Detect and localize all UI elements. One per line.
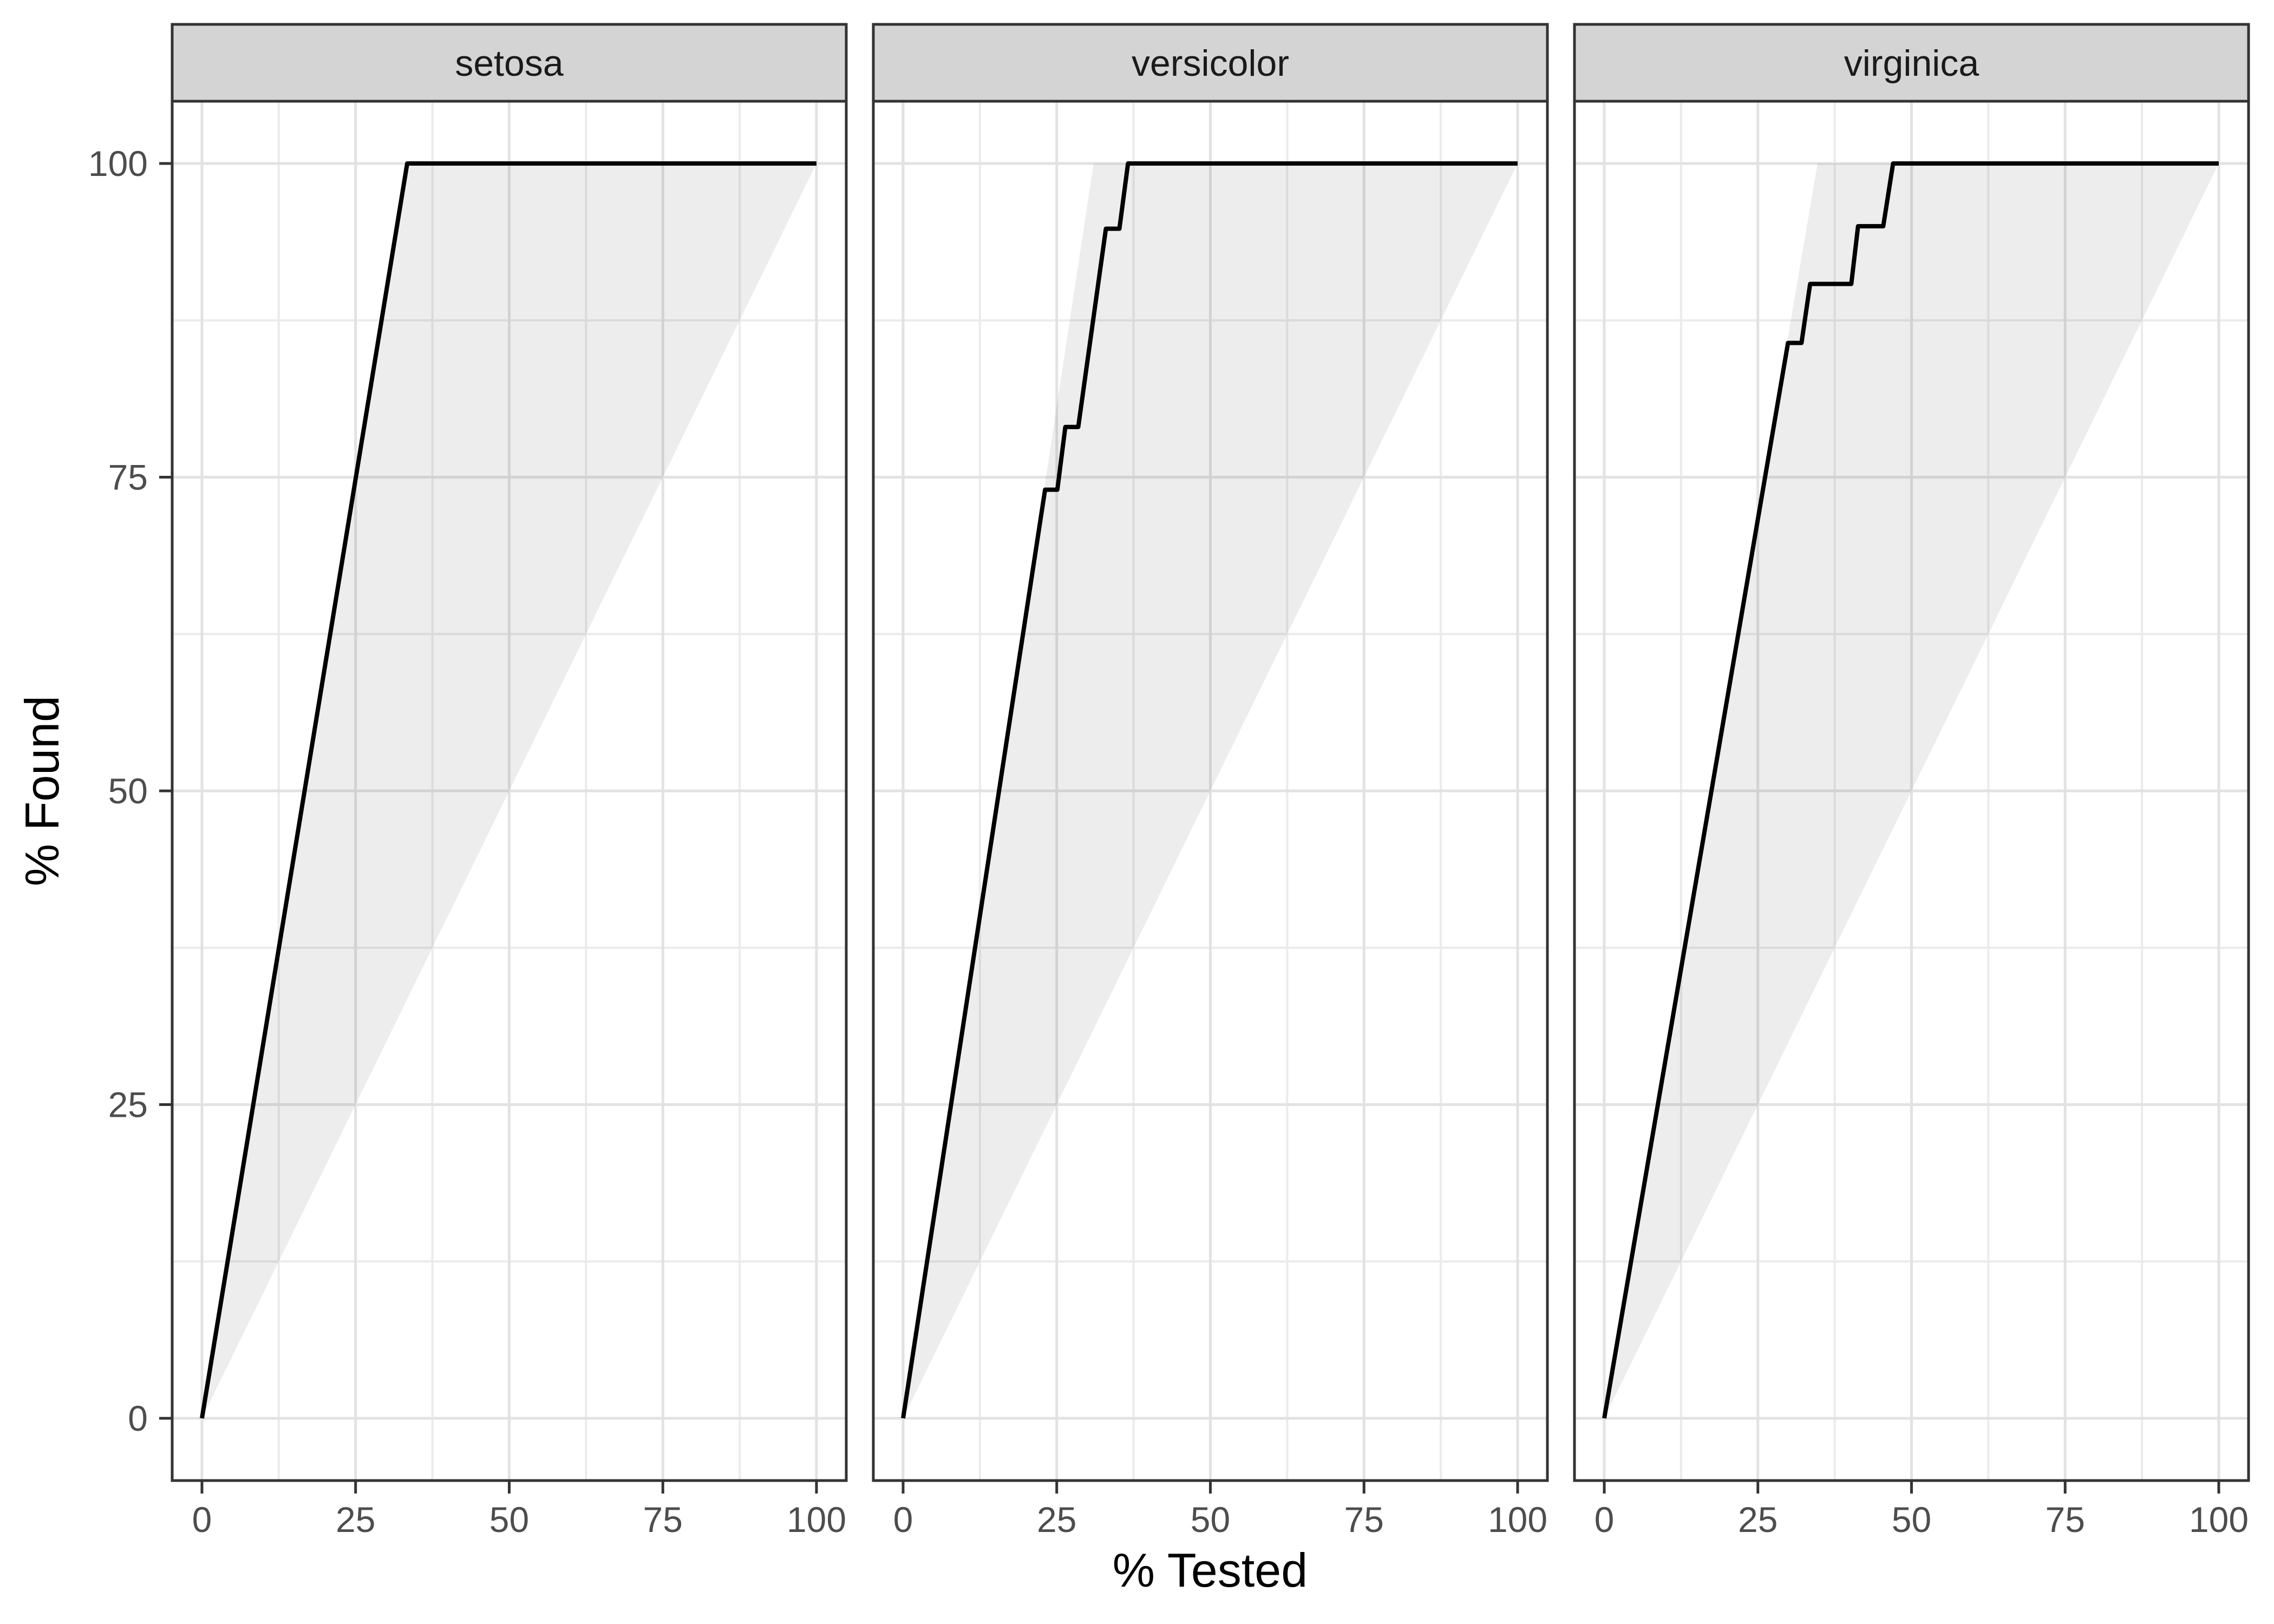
- x-tick-label: 75: [2046, 1499, 2085, 1540]
- y-tick-label: 25: [108, 1085, 148, 1125]
- y-tick-label: 100: [88, 143, 148, 184]
- x-tick-label: 25: [1738, 1499, 1778, 1540]
- x-tick-label: 75: [1344, 1499, 1384, 1540]
- x-tick-label: 100: [2189, 1499, 2249, 1540]
- x-tick-label: 50: [489, 1499, 529, 1540]
- facet-panel: versicolor: [872, 23, 1549, 1482]
- x-tick-label: 25: [336, 1499, 375, 1540]
- facet-strip: [171, 23, 848, 103]
- y-tick-label: 50: [108, 771, 148, 811]
- facet-strip-label: virginica: [1844, 43, 1979, 84]
- gain-wedge-region: [903, 163, 1518, 1418]
- y-axis-title: % Found: [15, 696, 69, 886]
- gain-wedge-region: [202, 163, 816, 1418]
- gain-curve-line: [901, 161, 1518, 1419]
- facet-panel: virginica: [1573, 23, 2250, 1482]
- x-tick-label: 50: [1191, 1499, 1230, 1540]
- gain-wedge-region: [1604, 163, 2219, 1418]
- facet-strip: [872, 23, 1549, 103]
- facet-strip: [1573, 23, 2250, 103]
- x-tick-label: 100: [1488, 1499, 1547, 1540]
- y-tick-label: 0: [128, 1398, 148, 1438]
- facet-panel: setosa: [171, 23, 848, 1482]
- x-tick-label: 25: [1037, 1499, 1076, 1540]
- gain-curve-line: [1602, 161, 2219, 1419]
- facet-strip-label: setosa: [455, 43, 564, 84]
- x-tick-label: 0: [893, 1499, 913, 1540]
- x-tick-label: 0: [1595, 1499, 1615, 1540]
- x-tick-label: 75: [643, 1499, 683, 1540]
- x-tick-label: 0: [192, 1499, 212, 1540]
- gain-curve-line: [200, 161, 816, 1419]
- facet-strip-label: versicolor: [1132, 43, 1289, 84]
- x-tick-label: 100: [787, 1499, 846, 1540]
- x-axis-title: % Tested: [1113, 1543, 1308, 1597]
- y-tick-label: 75: [108, 457, 148, 497]
- x-tick-label: 50: [1892, 1499, 1931, 1540]
